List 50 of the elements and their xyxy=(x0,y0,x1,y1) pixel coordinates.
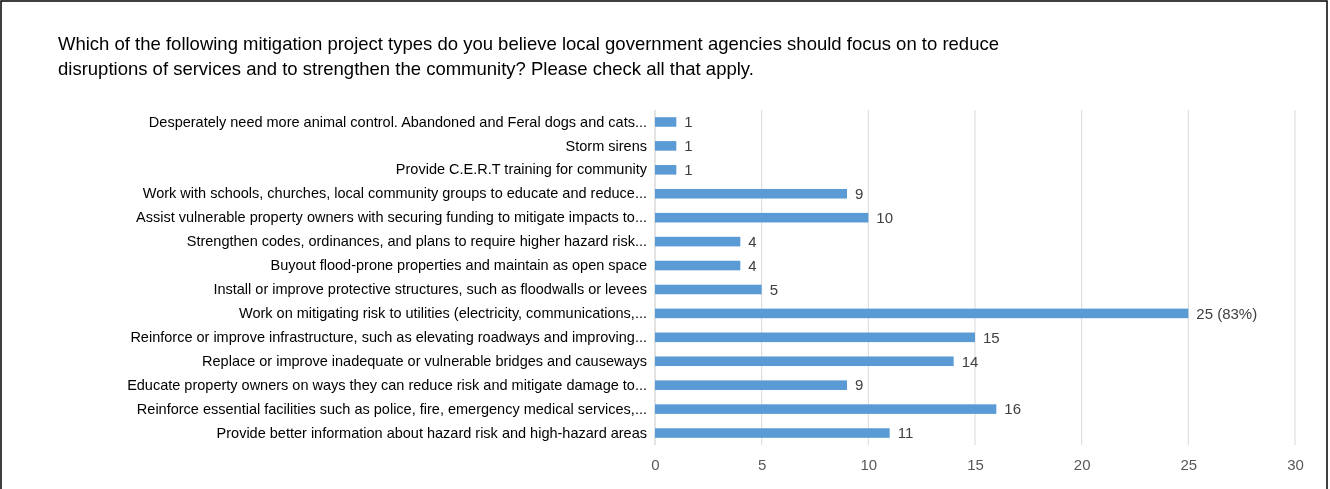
bar xyxy=(655,141,677,151)
bar xyxy=(655,356,954,367)
x-tick-label: 5 xyxy=(757,455,767,473)
y-tick-label: Reinforce or improve infrastructure, such as elevating roadways and improving... xyxy=(130,328,647,345)
y-tick-label: Install or improve protective structures, such as floodwalls or levees xyxy=(213,281,647,298)
y-tick-label: Storm sirens xyxy=(565,137,647,154)
bar xyxy=(655,165,677,175)
bar xyxy=(655,428,890,438)
bar xyxy=(655,308,1189,319)
data-label: 4 xyxy=(748,256,757,274)
data-label: 11 xyxy=(897,424,914,442)
bar xyxy=(655,380,847,390)
bar xyxy=(655,236,741,247)
y-tick-label: Assist vulnerable property owners with securing funding to mitigate impacts to... xyxy=(136,209,647,226)
x-tick-label: 0 xyxy=(651,455,660,473)
y-tick-label: Educate property owners on ways they can reduce risk and mitigate damage to... xyxy=(127,376,647,393)
data-label: 9 xyxy=(855,185,864,202)
x-tick-label: 10 xyxy=(860,455,878,473)
bar xyxy=(655,212,869,223)
y-tick-label: Reinforce essential facilities such as police, fire, emergency medical services,... xyxy=(136,400,647,417)
y-tick-label: Provide better information about hazard risk and high-hazard areas xyxy=(216,424,647,441)
y-tick-label: Buyout flood-prone properties and maintain as open space xyxy=(270,257,647,274)
data-label: 1 xyxy=(684,113,693,131)
data-label: 10 xyxy=(876,208,894,226)
bar xyxy=(655,260,741,271)
chart-title: Which of the following mitigation project types do you believe local government agencies should focus on to reduce disruptions of services and to strengthen the community? Please check all that apply. xyxy=(58,33,999,79)
y-tick-label: Strengthen codes, ordinances, and plans to require higher hazard risk... xyxy=(186,233,647,250)
data-label: 4 xyxy=(748,232,757,250)
data-label: 1 xyxy=(684,137,693,155)
y-tick-label: Work with schools, churches, local community groups to educate and reduce... xyxy=(142,185,647,202)
data-label: 1 xyxy=(684,161,693,179)
bar xyxy=(655,404,997,414)
data-label: 5 xyxy=(769,280,779,298)
data-label: 14 xyxy=(961,352,979,370)
data-label: 25 (83%) xyxy=(1196,304,1258,322)
data-label: 16 xyxy=(1004,400,1022,418)
y-tick-label: Replace or improve inadequate or vulnerable bridges and causeways xyxy=(202,352,647,369)
bar xyxy=(655,188,847,199)
data-label: 9 xyxy=(855,376,864,394)
bar xyxy=(655,332,975,343)
x-tick-label: 25 xyxy=(1180,455,1198,473)
data-label: 15 xyxy=(983,328,1000,346)
y-tick-label: Work on mitigating risk to utilities (electricity, communications,... xyxy=(238,305,647,322)
bar xyxy=(655,117,677,127)
x-tick-label: 20 xyxy=(1073,455,1091,473)
bar xyxy=(655,284,762,295)
y-tick-label: Provide C.E.R.T training for community xyxy=(395,161,648,178)
y-tick-label: Desperately need more animal control. Abandoned and Feral dogs and cats... xyxy=(148,113,647,130)
x-tick-label: 30 xyxy=(1287,455,1304,473)
x-tick-label: 15 xyxy=(967,455,984,473)
